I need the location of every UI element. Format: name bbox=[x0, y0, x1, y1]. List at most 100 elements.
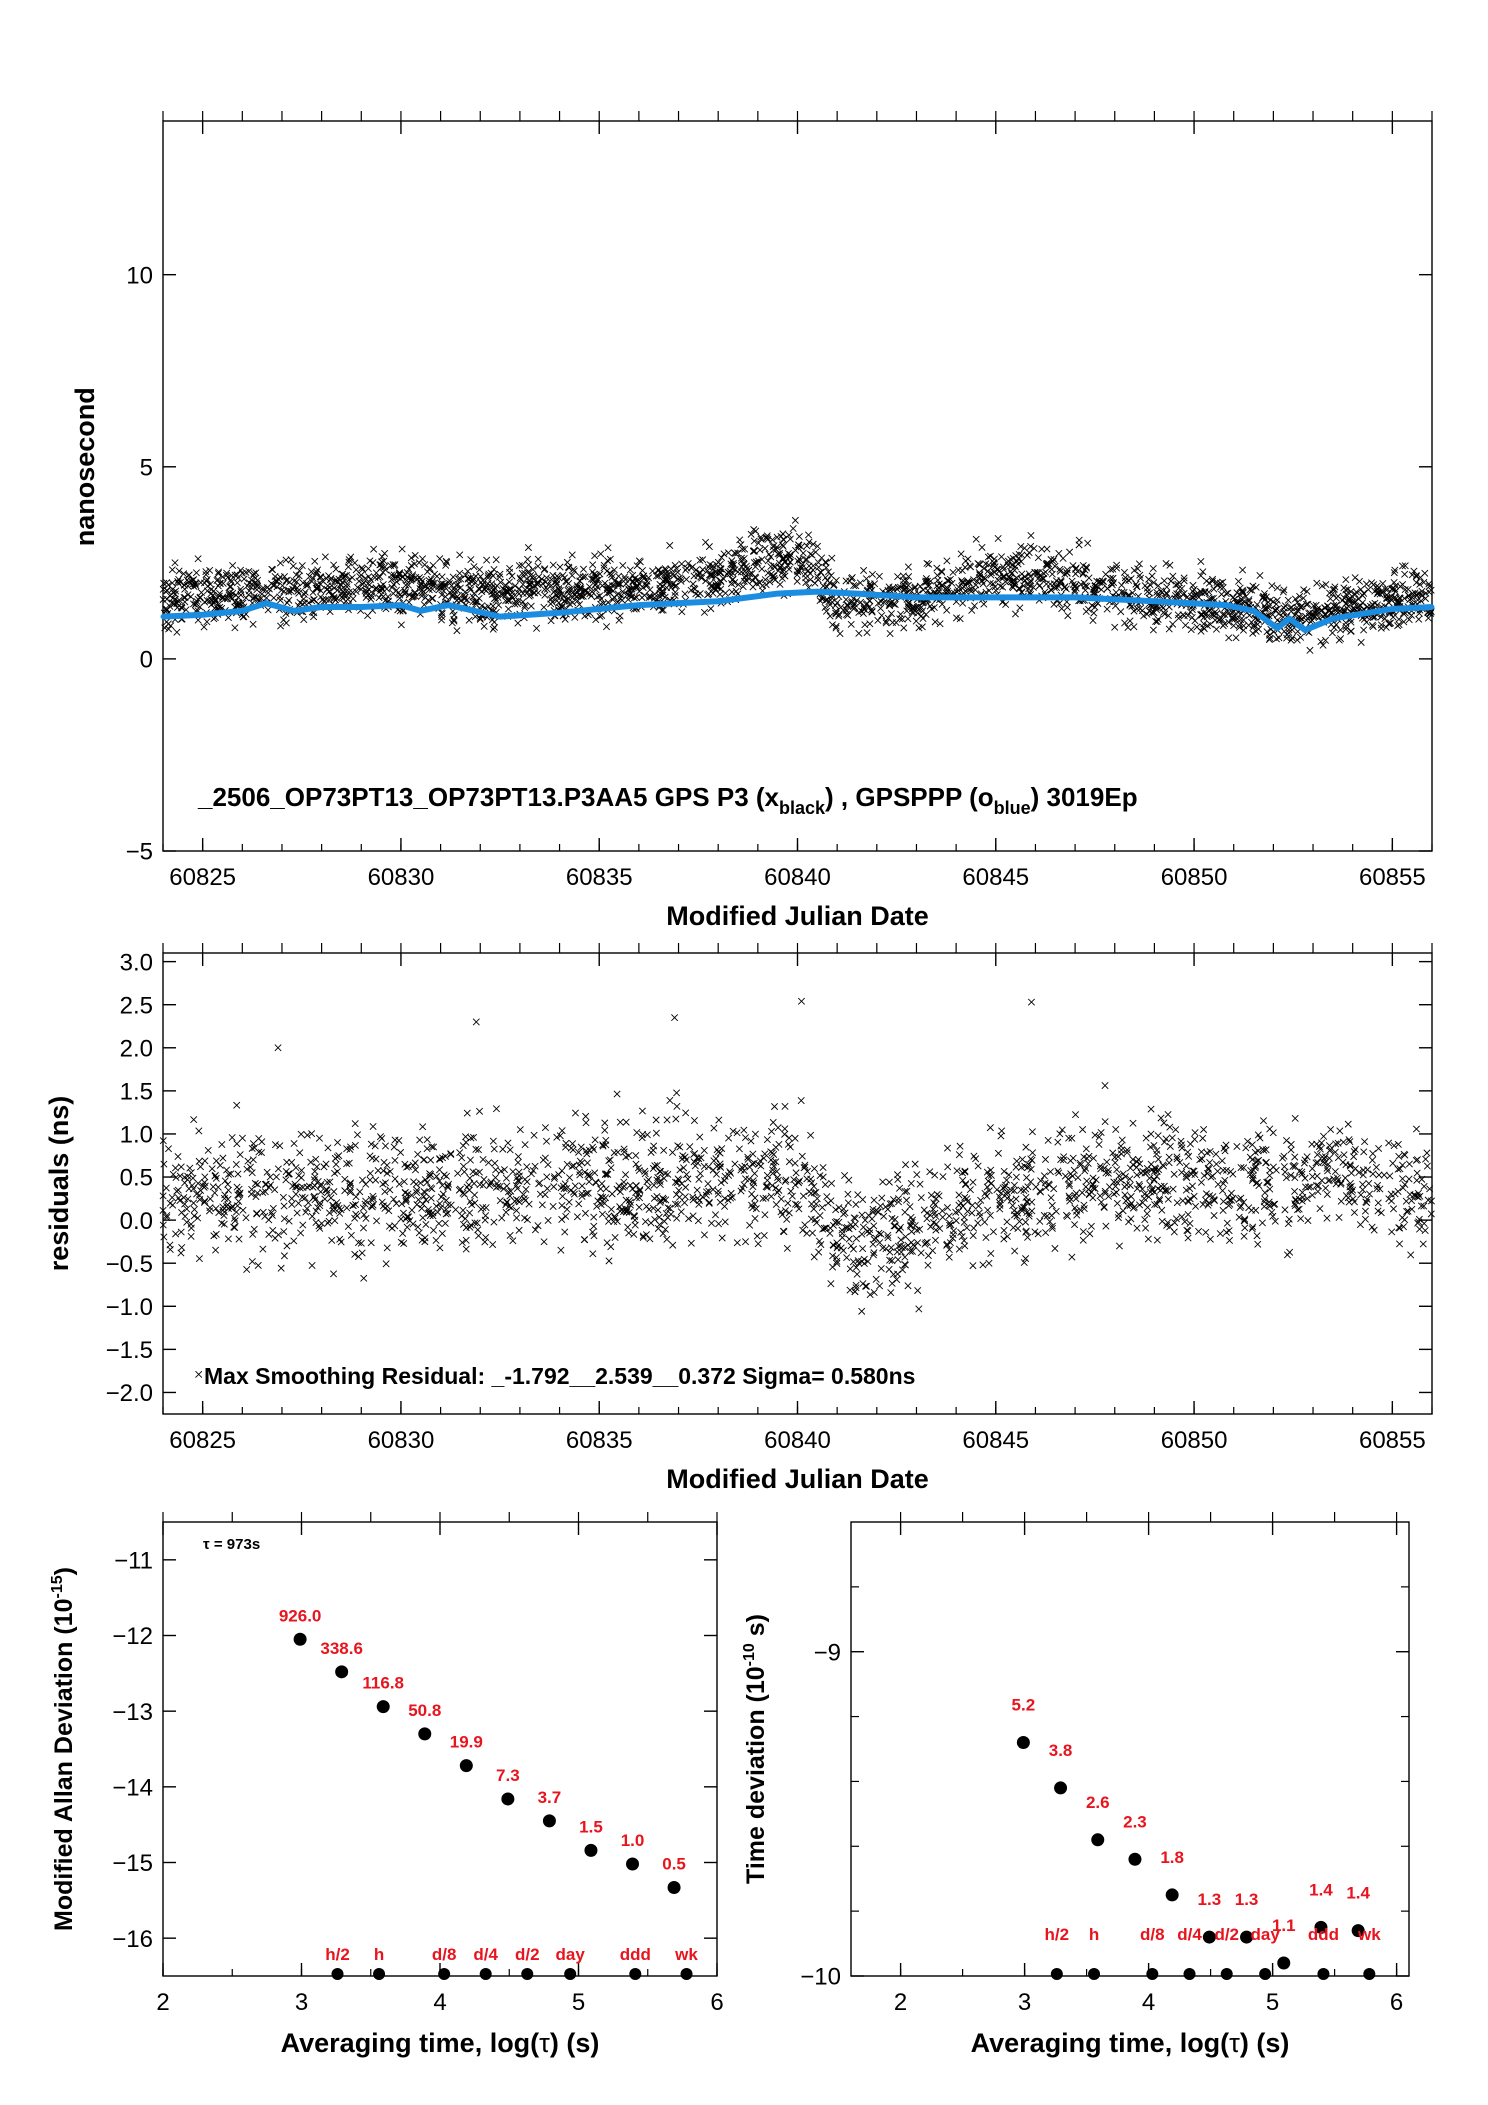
panel2-cross-point bbox=[304, 1199, 312, 1207]
panel2-cross-point bbox=[1037, 1177, 1045, 1185]
panel2-cross-point bbox=[1219, 1187, 1227, 1195]
panel2-cross-point bbox=[195, 1370, 203, 1378]
panel1-cross-point bbox=[407, 575, 415, 583]
panel2-cross-point bbox=[1010, 1181, 1018, 1189]
panel1-cross-point bbox=[887, 610, 895, 618]
panel1-cross-point bbox=[1389, 613, 1397, 621]
panel2-cross-point bbox=[258, 1149, 266, 1157]
panel1-cross-point bbox=[207, 601, 215, 609]
panel2-cross-point bbox=[975, 1202, 983, 1210]
panel2-cross-point bbox=[860, 1260, 868, 1268]
panel1-cross-point bbox=[886, 602, 894, 610]
panel2-cross-point bbox=[1390, 1205, 1398, 1213]
panel2-cross-point bbox=[851, 1288, 859, 1296]
panel2-cross-point bbox=[344, 1223, 352, 1231]
panel1-cross-point bbox=[448, 587, 456, 595]
panel2-cross-point bbox=[293, 1183, 301, 1191]
panel2-cross-point bbox=[1357, 1191, 1365, 1199]
panel2-cross-point bbox=[416, 1136, 424, 1144]
panel2-cross-point bbox=[852, 1200, 860, 1208]
panel1-cross-point bbox=[213, 577, 221, 585]
panel2-cross-point bbox=[778, 1211, 786, 1219]
panel2-cross-point bbox=[1020, 1187, 1028, 1195]
panel1-cross-point bbox=[410, 560, 419, 568]
panel1-cross-point bbox=[993, 565, 1001, 573]
panel2-cross-point bbox=[357, 1239, 365, 1247]
panel1-cross-point bbox=[1412, 573, 1420, 581]
panel2-cross-point bbox=[636, 1194, 644, 1202]
panel2-cross-point bbox=[581, 1209, 589, 1217]
panel2-cross-point bbox=[236, 1151, 244, 1159]
panel2-cross-point bbox=[1022, 1218, 1030, 1226]
panel1-cross-point bbox=[830, 581, 838, 589]
panel2-cross-point bbox=[419, 1123, 427, 1131]
panel1-cross-point bbox=[484, 574, 492, 582]
panel1-cross-point bbox=[984, 567, 992, 575]
panel1-cross-point bbox=[245, 579, 253, 587]
panel2-cross-point bbox=[819, 1225, 827, 1233]
panel1-cross-point bbox=[777, 563, 785, 571]
panel2-cross-point bbox=[390, 1143, 398, 1151]
panel2-cross-point bbox=[606, 1156, 614, 1164]
panel1-cross-point bbox=[277, 622, 285, 630]
panel1-cross-point bbox=[1084, 539, 1092, 547]
panel1-cross-point bbox=[991, 583, 999, 591]
panel1-cross-point bbox=[1405, 616, 1413, 624]
panel2-cross-point bbox=[613, 1090, 621, 1098]
panel1-cross-point bbox=[985, 587, 993, 595]
panel2-cross-point bbox=[440, 1171, 448, 1179]
panel1-cross-point bbox=[397, 575, 405, 583]
panel2-cross-point bbox=[432, 1172, 441, 1180]
panel2-cross-point bbox=[232, 1208, 240, 1216]
panel2-cross-point bbox=[1170, 1228, 1178, 1236]
panel2-cross-point bbox=[987, 1249, 995, 1257]
panel1-blue-point bbox=[1389, 606, 1395, 612]
panel1-cross-point bbox=[1371, 587, 1379, 595]
panel1-cross-point bbox=[487, 569, 495, 577]
panel2-cross-point bbox=[423, 1136, 431, 1144]
panel1-cross-point bbox=[708, 571, 716, 579]
panel1-cross-point bbox=[1079, 561, 1087, 570]
panel2-cross-point bbox=[1271, 1217, 1279, 1225]
panel2-cross-point bbox=[1123, 1149, 1131, 1157]
panel1-frame bbox=[162, 120, 1433, 852]
panel1-cross-point bbox=[204, 582, 212, 590]
panel1-cross-point bbox=[265, 585, 273, 593]
panel2-cross-point bbox=[963, 1195, 971, 1203]
panel2-cross-point bbox=[907, 1239, 915, 1247]
panel1-cross-point bbox=[293, 584, 301, 592]
panel1-cross-point bbox=[264, 606, 272, 614]
panel2-cross-point bbox=[447, 1150, 455, 1159]
panel1-cross-point bbox=[770, 562, 778, 570]
panel1-cross-point bbox=[1275, 610, 1283, 618]
panel2-cross-point bbox=[234, 1170, 242, 1178]
panel2-cross-point bbox=[1166, 1123, 1174, 1131]
panel2-cross-point bbox=[762, 1194, 770, 1202]
panel2-cross-point bbox=[195, 1157, 203, 1165]
panel2-cross-point bbox=[239, 1206, 247, 1214]
panel2-cross-point bbox=[607, 1205, 615, 1213]
panel2-cross-point bbox=[429, 1226, 438, 1234]
panel2-cross-point bbox=[811, 1216, 819, 1224]
panel2-cross-point bbox=[195, 1127, 203, 1135]
panel2-cross-point bbox=[297, 1229, 305, 1237]
panel1-cross-point bbox=[959, 599, 967, 607]
panel2-cross-point bbox=[471, 1199, 479, 1207]
panel1-cross-point bbox=[797, 564, 805, 572]
panel1-cross-point bbox=[1000, 572, 1008, 580]
panel2-cross-point bbox=[749, 1177, 757, 1185]
panel2-cross-point bbox=[392, 1199, 400, 1207]
panel2-cross-point bbox=[378, 1198, 386, 1206]
panel2-cross-point bbox=[1155, 1195, 1163, 1203]
panel1-cross-point bbox=[453, 586, 461, 594]
panel2-cross-point bbox=[872, 1275, 880, 1283]
panel2-cross-point bbox=[1072, 1189, 1080, 1197]
panel2-cross-point bbox=[1048, 1224, 1056, 1232]
panel1-cross-point bbox=[1391, 566, 1399, 574]
panel2-cross-point bbox=[359, 1204, 367, 1212]
panel2-cross-point bbox=[215, 1209, 223, 1217]
panel1-cross-point bbox=[662, 569, 670, 577]
panel2-cross-point bbox=[652, 1116, 660, 1124]
panel2-cross-point bbox=[422, 1220, 430, 1228]
panel1-cross-point bbox=[396, 607, 404, 615]
